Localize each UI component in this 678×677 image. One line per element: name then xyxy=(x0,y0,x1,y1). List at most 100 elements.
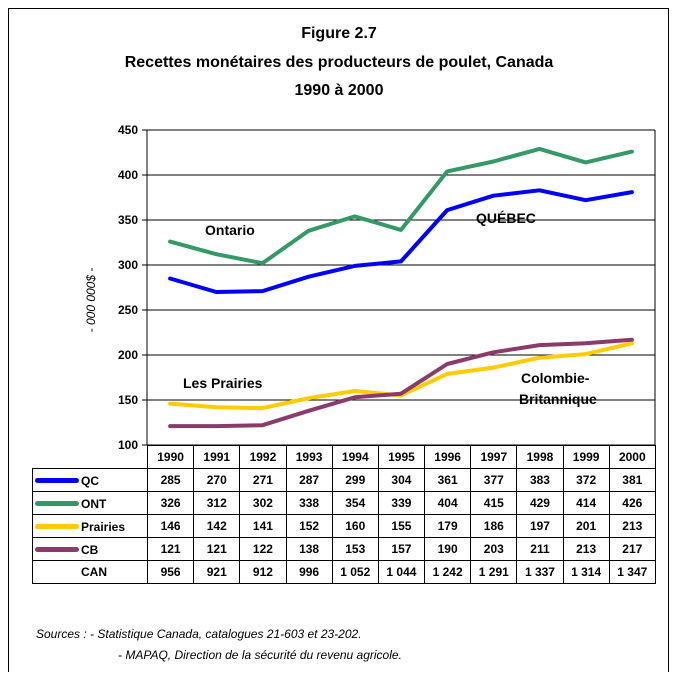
table-cell: 1 314 xyxy=(562,560,610,584)
table-cell: 1 052 xyxy=(331,560,379,584)
legend-label: CAN xyxy=(81,565,107,580)
table-cell: 213 xyxy=(562,537,610,561)
table-cell: 415 xyxy=(470,491,518,515)
table-cell: 1 347 xyxy=(608,560,656,584)
table-cell: 203 xyxy=(470,537,518,561)
table-cell: 270 xyxy=(193,468,241,492)
y-tick-label: 300 xyxy=(118,258,138,272)
table-cell: 146 xyxy=(146,514,195,538)
table-cell: 122 xyxy=(239,537,287,561)
table-cell: 377 xyxy=(470,468,518,492)
table-cell: 213 xyxy=(608,514,656,538)
table-cell: 190 xyxy=(424,537,472,561)
table-cell: 304 xyxy=(377,468,426,492)
table-cell: 361 xyxy=(424,468,472,492)
series-legend-cell: QC xyxy=(32,468,148,492)
legend-swatch xyxy=(35,477,79,483)
sources-line-2: - MAPAQ, Direction de la sécurité du rev… xyxy=(118,648,402,662)
table-cell: 338 xyxy=(285,491,333,515)
table-cell: 201 xyxy=(562,514,610,538)
table-cell: 179 xyxy=(424,514,472,538)
figure-number: Figure 2.7 xyxy=(301,25,377,42)
x-tick-label: 1997 xyxy=(470,445,518,469)
series-annotation: QUÉBEC xyxy=(476,210,536,226)
table-cell: 299 xyxy=(331,468,379,492)
legend-swatch xyxy=(35,500,79,506)
table-cell: 339 xyxy=(377,491,426,515)
table-row: Prairies 146 142 141 152 160 155 179 186 197 201 21… xyxy=(32,514,656,538)
sources-line-1: Sources : - Statistique Canada, catalogu… xyxy=(36,627,362,641)
legend-swatch xyxy=(35,523,79,529)
chart-title: Recettes monétaires des producteurs de p… xyxy=(124,54,554,71)
table-row: CAN 956 921 912 996 1 052 1 044 1 242 1 291 1 337… xyxy=(32,560,656,584)
table-cell: 429 xyxy=(516,491,564,515)
table-cell: 121 xyxy=(193,537,241,561)
x-tick-label: 1992 xyxy=(239,445,287,469)
table-cell: 381 xyxy=(608,468,656,492)
y-axis-label: - 000 000$ - xyxy=(84,268,98,333)
x-tick-label: 1995 xyxy=(377,445,426,469)
table-cell: 426 xyxy=(608,491,656,515)
table-cell: 155 xyxy=(377,514,426,538)
x-tick-label: 1999 xyxy=(562,445,610,469)
table-cell: 160 xyxy=(331,514,379,538)
legend-label: Prairies xyxy=(81,519,126,534)
series-annotation: Ontario xyxy=(205,222,255,238)
table-cell: 287 xyxy=(285,468,333,492)
table-cell: 302 xyxy=(239,491,287,515)
data-table: 1990 1991 1992 1993 1994 1995 1996 1997 1998 1999… xyxy=(32,445,656,584)
table-cell: 152 xyxy=(285,514,333,538)
series-annotation: Britannique xyxy=(519,391,597,407)
table-cell: 138 xyxy=(285,537,333,561)
table-cell: 383 xyxy=(516,468,564,492)
legend-label: CB xyxy=(81,542,99,557)
table-cell: 921 xyxy=(193,560,241,584)
y-tick-label: 100 xyxy=(118,438,138,452)
table-cell: 142 xyxy=(193,514,241,538)
series-line-qc xyxy=(168,188,634,294)
legend-swatch xyxy=(35,546,79,552)
x-tick-label: 1996 xyxy=(424,445,472,469)
table-cell: 1 242 xyxy=(424,560,472,584)
y-tick-label: 150 xyxy=(118,393,138,407)
table-cell: 326 xyxy=(146,491,195,515)
y-tick-label: 250 xyxy=(118,303,138,317)
sources-note: Sources : - Statistique Canada, catalogu… xyxy=(36,627,402,662)
chart-subtitle: 1990 à 2000 xyxy=(294,82,384,99)
table-cell: 996 xyxy=(285,560,333,584)
y-tick-label: 200 xyxy=(118,348,138,362)
table-cell: 404 xyxy=(424,491,472,515)
table-cell: 157 xyxy=(377,537,426,561)
x-tick-label: 1994 xyxy=(331,445,379,469)
x-tick-label: 1993 xyxy=(285,445,333,469)
table-cell: 217 xyxy=(608,537,656,561)
legend-label: ONT xyxy=(81,496,107,511)
table-cell: 285 xyxy=(146,468,195,492)
table-row: CB 121 121 122 138 153 157 190 203 211 213 217 xyxy=(32,537,656,561)
table-row: QC 285 270 271 287 299 304 361 377 383 372 381 xyxy=(32,468,656,492)
legend-label: QC xyxy=(81,473,99,488)
table-cell: 1 291 xyxy=(470,560,518,584)
x-tick-label: 2000 xyxy=(608,445,656,469)
table-cell: 312 xyxy=(193,491,241,515)
series-line-ont xyxy=(168,146,634,266)
table-header-row: 1990 1991 1992 1993 1994 1995 1996 1997 1998 1999… xyxy=(33,445,656,469)
table-cell: 197 xyxy=(516,514,564,538)
x-tick-label: 1990 xyxy=(146,445,195,469)
table-cell: 211 xyxy=(516,537,564,561)
y-tick-label: 400 xyxy=(118,168,138,182)
table-cell: 1 044 xyxy=(377,560,426,584)
series-legend-cell: Prairies xyxy=(32,514,148,538)
table-cell: 271 xyxy=(239,468,287,492)
series-annotation: Colombie- xyxy=(521,370,590,386)
table-cell: 956 xyxy=(146,560,195,584)
y-tick-label: 350 xyxy=(118,213,138,227)
table-cell: 121 xyxy=(146,537,195,561)
table-row: ONT 326 312 302 338 354 339 404 415 429 414 426 xyxy=(32,491,656,515)
table-cell: 912 xyxy=(239,560,287,584)
table-cell: 372 xyxy=(562,468,610,492)
series-legend-cell: CAN xyxy=(32,560,148,584)
series-line-cb xyxy=(168,337,634,429)
series-annotation: Les Prairies xyxy=(183,375,263,391)
